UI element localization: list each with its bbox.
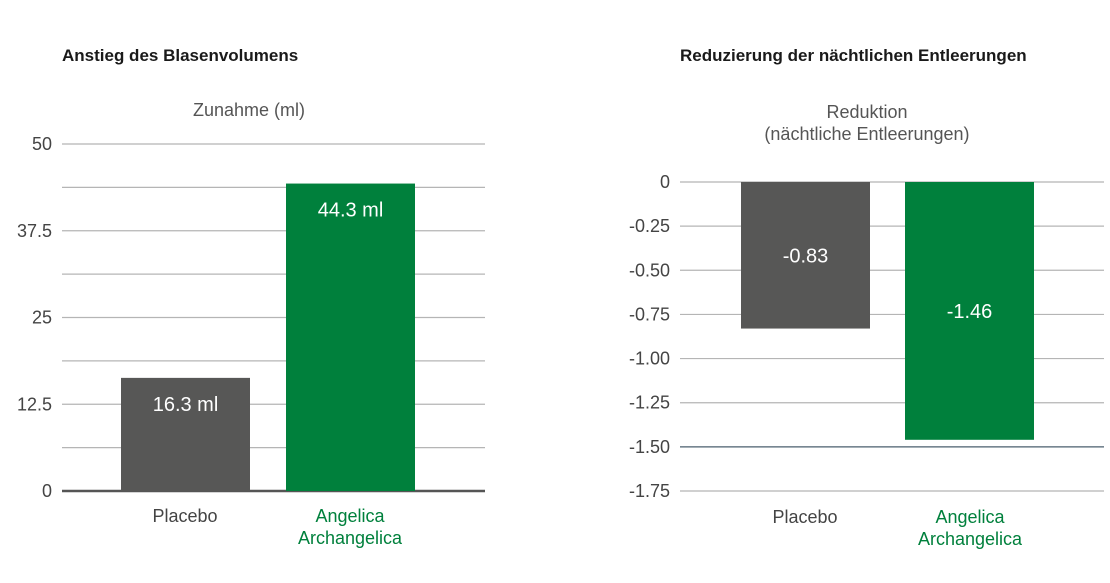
x-category-label: Archangelica: [918, 529, 1023, 549]
y-tick-label: -0.25: [629, 216, 670, 236]
data-label: 16.3 ml: [153, 394, 219, 416]
y-tick-label: 37.5: [17, 221, 52, 241]
data-label: -0.83: [783, 245, 829, 267]
chart-nocturnal-voids: Reduzierung der nächtlichen Entleerungen…: [629, 46, 1104, 549]
y-tick-label: -1.25: [629, 393, 670, 413]
y-tick-label: -0.50: [629, 260, 670, 280]
data-label: -1.46: [947, 301, 993, 323]
bar-angelica: [905, 182, 1034, 440]
y-tick-label: 12.5: [17, 394, 52, 414]
data-label: 44.3 ml: [318, 200, 384, 222]
y-tick-label: -0.75: [629, 304, 670, 324]
bar-angelica: [286, 183, 415, 492]
y-tick-label: 50: [32, 134, 52, 154]
y-tick-label: 0: [42, 481, 52, 501]
x-category-label: Angelica: [935, 507, 1005, 527]
y-tick-label: 25: [32, 308, 52, 328]
chart-title: Anstieg des Blasenvolumens: [62, 46, 298, 65]
y-axis-label: Zunahme (ml): [193, 100, 305, 120]
x-category-label: Placebo: [772, 507, 837, 527]
chart-bladder-volume: Anstieg des Blasenvolumens Zunahme (ml) 0 1…: [17, 46, 485, 548]
y-tick-label: -1.00: [629, 349, 670, 369]
y-tick-label: -1.75: [629, 481, 670, 501]
x-category-label: Placebo: [152, 506, 217, 526]
bar-placebo: [121, 377, 250, 491]
x-category-label: Archangelica: [298, 528, 403, 548]
y-tick-label: 0: [660, 172, 670, 192]
bar-placebo: [741, 182, 870, 329]
y-tick-label: -1.50: [629, 437, 670, 457]
chart-title: Reduzierung der nächtlichen Entleerungen: [680, 46, 1027, 65]
y-axis-label: Reduktion: [826, 102, 907, 122]
x-category-label: Angelica: [315, 506, 385, 526]
y-axis-label: (nächtliche Entleerungen): [764, 124, 969, 144]
